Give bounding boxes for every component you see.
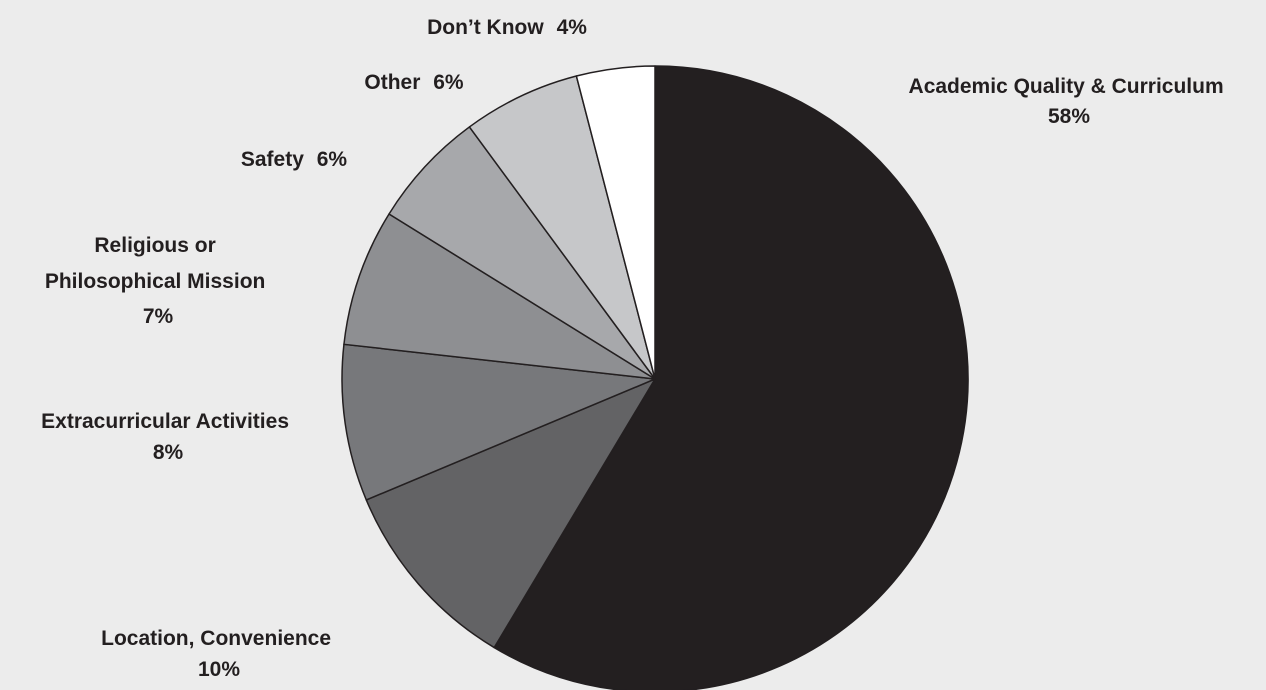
label-dont-know: Don’t Know 4% xyxy=(427,16,587,39)
label-location-convenience: Location, Convenience 10% xyxy=(101,627,337,681)
label-extracurricular-name: Extracurricular Activities xyxy=(41,410,289,433)
label-religious-mission-value: 7% xyxy=(143,305,174,328)
slice-dont-know xyxy=(575,65,656,380)
label-academic-quality: Academic Quality & Curriculum 58% xyxy=(909,75,1230,128)
label-dont-know-value: 4% xyxy=(557,16,588,39)
label-other-name: Other xyxy=(364,71,420,94)
label-safety: Safety 6% xyxy=(241,148,348,171)
label-safety-value: 6% xyxy=(317,148,348,171)
slice-extracurricular xyxy=(341,343,656,501)
label-dont-know-name: Don’t Know xyxy=(427,16,544,39)
label-location-convenience-value: 10% xyxy=(198,658,240,681)
pie-labels: Academic Quality & Curriculum 58% Locati… xyxy=(41,16,1230,681)
slice-safety xyxy=(388,126,656,380)
label-other: Other 6% xyxy=(364,71,464,94)
label-religious-mission-line1: Religious or xyxy=(94,234,215,257)
label-other-value: 6% xyxy=(433,71,464,94)
label-safety-name: Safety xyxy=(241,148,304,171)
slice-religious-mission xyxy=(343,213,656,380)
slice-other xyxy=(468,75,656,380)
slice-location-convenience xyxy=(365,378,656,649)
label-location-convenience-name: Location, Convenience xyxy=(101,627,331,650)
label-extracurricular: Extracurricular Activities 8% xyxy=(41,410,295,464)
label-religious-mission-line2: Philosophical Mission xyxy=(45,270,266,293)
label-academic-quality-name: Academic Quality & Curriculum xyxy=(909,75,1224,98)
slice-academic-quality xyxy=(493,65,969,690)
pie-slices xyxy=(341,65,969,690)
label-academic-quality-value: 58% xyxy=(1048,105,1090,128)
label-extracurricular-value: 8% xyxy=(153,441,184,464)
label-religious-mission: Religious or Philosophical Mission 7% xyxy=(45,234,271,328)
